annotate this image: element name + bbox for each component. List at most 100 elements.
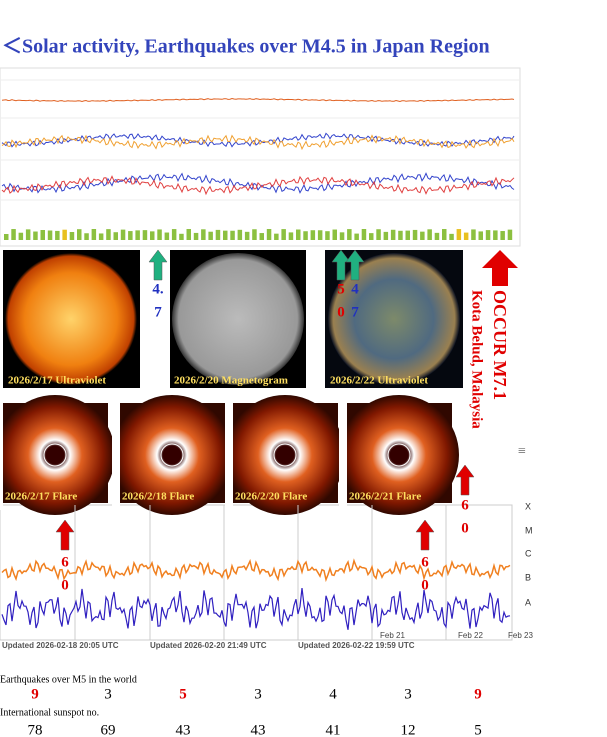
cell: 3 [254, 686, 262, 702]
arrow-label: 0 [461, 520, 469, 536]
trace [1, 175, 515, 196]
kp-bar [383, 231, 389, 240]
cell: 3 [104, 686, 112, 702]
arrow-label: 4. [152, 281, 164, 297]
flare-caption: 2026/2/18 Flare [122, 491, 194, 503]
kp-bar [252, 229, 257, 240]
arrow-label: 0 [61, 577, 69, 593]
kp-bar [456, 229, 462, 240]
xray-short [1, 588, 511, 630]
arrow-label: 6 [461, 497, 469, 513]
kp-bar [500, 231, 505, 240]
kp-bar [471, 229, 476, 240]
kp-bar [164, 232, 170, 240]
corona [339, 395, 459, 515]
xray-class: X [525, 501, 531, 511]
kp-bar [266, 229, 272, 240]
title: ＜Solar activity, Earthquakes over M4.5 i… [2, 36, 490, 58]
kp-bar [47, 230, 53, 240]
cell: 3 [404, 686, 412, 702]
cell: 5 [179, 686, 187, 702]
big-arrow [482, 250, 518, 286]
kp-bar [317, 230, 323, 240]
kp-bar [215, 229, 221, 240]
kp-bar [33, 231, 38, 240]
arrow [55, 519, 75, 551]
kp-bar [507, 229, 513, 240]
kp-bar [55, 230, 60, 240]
cell: 9 [31, 686, 39, 702]
cell: 9 [474, 686, 482, 702]
kp-bar [478, 231, 483, 240]
kp-bar [420, 231, 425, 240]
kp-bar [69, 232, 75, 240]
trace [1, 172, 515, 194]
frame-mask [0, 395, 3, 510]
arrow-label: 7 [154, 304, 162, 320]
kp-bar [179, 233, 184, 240]
kp-bar [390, 229, 396, 240]
kp-bar [296, 229, 301, 240]
cell: 69 [101, 722, 116, 737]
kp-bar [230, 230, 235, 240]
kp-bar [376, 229, 381, 240]
arrow [148, 249, 168, 281]
cell: 4 [329, 686, 337, 702]
kp-bar [303, 231, 308, 240]
kp-bar [77, 229, 82, 240]
arrow-label: 6 [421, 554, 429, 570]
kp-bar [150, 231, 155, 240]
row-label: Earthquakes over M5 in the world [0, 674, 137, 685]
kp-bar [405, 230, 410, 240]
updated-label: Updated 2026-02-22 19:59 UTC [298, 641, 415, 650]
kp-bar [281, 229, 286, 240]
cell: 41 [326, 722, 341, 737]
frame-mask [225, 395, 233, 510]
arrow-label: 7 [351, 304, 359, 320]
kp-bar [157, 229, 162, 240]
cell: 43 [176, 722, 191, 737]
kp-bar [11, 229, 16, 240]
flare-caption: 2026/2/21 Flare [349, 491, 421, 503]
kp-bar [412, 229, 418, 240]
cell: 78 [28, 722, 43, 737]
kp-bar [91, 229, 97, 240]
solar-wind-panel [0, 67, 521, 247]
kp-bar [434, 232, 440, 240]
date-label: Feb 23 [508, 631, 533, 640]
menu-icon[interactable]: ≡ [518, 444, 526, 459]
kp-bar [223, 230, 228, 240]
occur-place: Kota Belud, Malaysia [469, 290, 485, 429]
kp-bar [442, 229, 447, 240]
row-label: International sunspot no. [0, 707, 99, 718]
kp-bar [186, 229, 191, 240]
kp-bar [427, 229, 432, 240]
kp-bar [135, 230, 140, 240]
kp-bar [463, 232, 469, 240]
kp-bar [201, 229, 206, 240]
arrow [415, 519, 435, 551]
kp-bar [259, 233, 264, 240]
corona [225, 395, 345, 515]
cell: 5 [474, 722, 482, 737]
arrow-label: 0 [337, 304, 345, 320]
xray-class: M [525, 525, 533, 535]
kp-bar [84, 233, 89, 240]
kp-bar [449, 233, 454, 240]
updated-label: Updated 2026-02-18 20:05 UTC [2, 641, 119, 650]
cell: 43 [251, 722, 266, 737]
kp-bar [347, 229, 352, 240]
kp-bar [120, 229, 126, 240]
occur-label: OCCUR M7.1 [490, 290, 510, 400]
xray-class: A [525, 597, 531, 607]
cell: 12 [401, 722, 416, 737]
occulter [160, 443, 184, 467]
date-label: Feb 21 [380, 631, 405, 640]
kp-bar [237, 229, 243, 240]
image-caption: 2026/2/20 Magnetogram [174, 375, 288, 387]
kp-bar [288, 232, 294, 240]
kp-bar [310, 230, 316, 240]
kp-bar [369, 233, 374, 240]
kp-bar [98, 233, 104, 240]
